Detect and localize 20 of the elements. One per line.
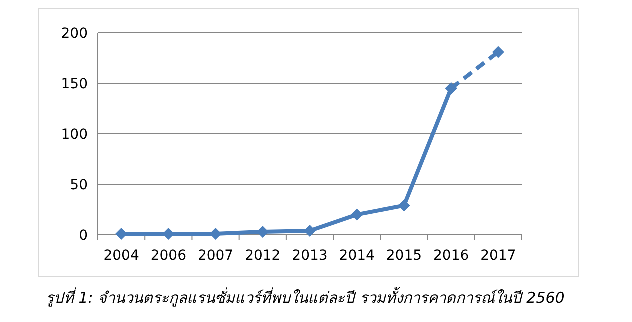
x-tick-label: 2015 bbox=[386, 248, 422, 264]
x-tick-label: 2006 bbox=[150, 248, 187, 264]
point bbox=[492, 46, 504, 58]
text: รูปที่ 1: จำนวนตระกูลแรนซั่มแวร์ที่พบในแต่ละปี รวมทั้งการคาดการณ์ในปี 2560 bbox=[46, 287, 565, 307]
point bbox=[351, 208, 364, 221]
point bbox=[445, 82, 458, 95]
point bbox=[304, 224, 316, 237]
x-tick-label: 2013 bbox=[292, 248, 328, 264]
y-tick-label: 200 bbox=[61, 26, 88, 42]
y-tick-label: 50 bbox=[70, 178, 88, 194]
x-tick-label: 2012 bbox=[245, 248, 281, 264]
x-tick-label: 2004 bbox=[104, 248, 140, 264]
x-tick-label: 2014 bbox=[339, 248, 376, 264]
y-tick-label: 150 bbox=[61, 76, 88, 92]
point bbox=[398, 200, 410, 212]
x-tick-label: 2016 bbox=[434, 248, 470, 264]
y-tick-label: 100 bbox=[61, 127, 88, 143]
y-tick-label: 0 bbox=[79, 228, 88, 244]
x-tick-label: 2017 bbox=[480, 248, 516, 264]
x-tick-label: 2007 bbox=[198, 248, 234, 264]
